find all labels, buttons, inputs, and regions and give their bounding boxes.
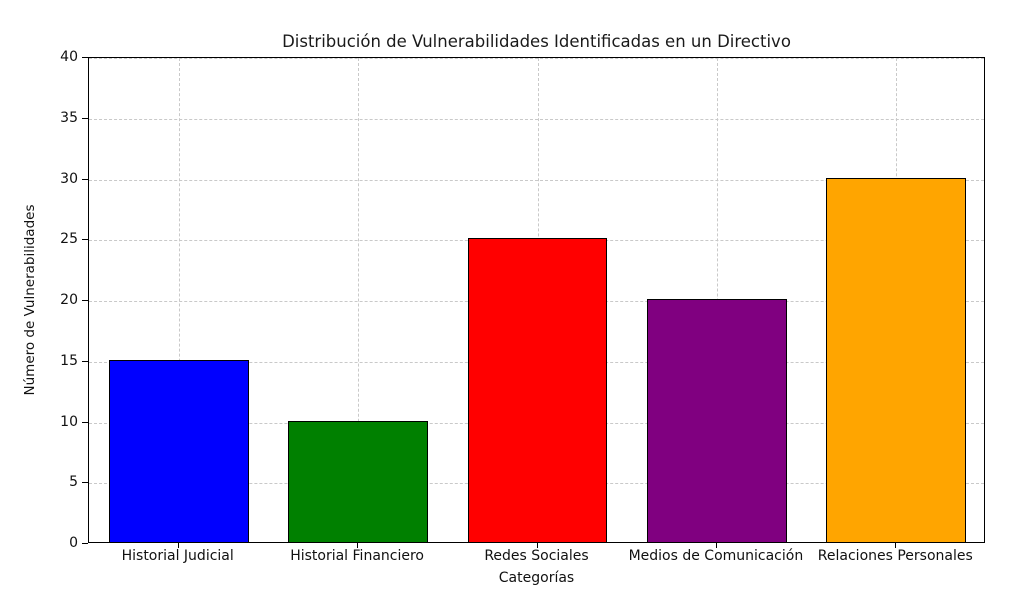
x-tick-label: Historial Financiero [290,548,424,564]
gridline-horizontal [89,179,984,181]
y-tick-label: 40 [60,49,78,65]
y-tick-mark [82,360,88,362]
x-tick-mark [536,542,538,548]
y-tick-mark [82,239,88,241]
y-tick-mark [82,482,88,484]
y-tick-label: 20 [60,292,78,308]
x-tick-mark [895,542,897,548]
plot-area [88,57,985,543]
gridline-vertical [358,58,360,542]
x-tick-label: Medios de Comunicación [628,548,804,564]
y-tick-label: 5 [69,474,78,491]
x-tick-mark [357,542,359,548]
y-tick-label: 35 [60,109,78,126]
y-tick-mark [82,117,88,119]
y-tick-mark [82,421,88,423]
gridline-horizontal [89,58,984,59]
y-tick-label: 15 [60,352,78,369]
x-tick-label: Historial Judicial [121,548,234,564]
bar-relaciones-personales [826,177,967,542]
x-axis-label: Categorías [498,570,575,586]
bar-historial-judicial [108,359,249,542]
y-tick-mark [82,178,88,180]
y-tick-mark [82,543,88,544]
gridline-horizontal [89,118,984,120]
bar-redes-sociales [467,238,608,542]
x-tick-mark [715,542,717,548]
y-tick-label: 25 [60,231,78,248]
bar-medios-de-comunicacion [646,299,787,542]
x-tick-label: Redes Sociales [484,548,589,564]
bar-historial-financiero [288,420,429,542]
y-tick-label: 0 [69,535,78,551]
x-tick-mark [177,542,179,548]
gridline-vertical [178,58,180,542]
y-tick-mark [82,57,88,58]
x-tick-label: Relaciones Personales [817,548,973,564]
y-tick-label: 10 [60,413,78,430]
y-tick-label: 30 [60,170,78,187]
chart-title: Distribución de Vulnerabilidades Identif… [282,32,791,51]
y-tick-mark [82,300,88,301]
